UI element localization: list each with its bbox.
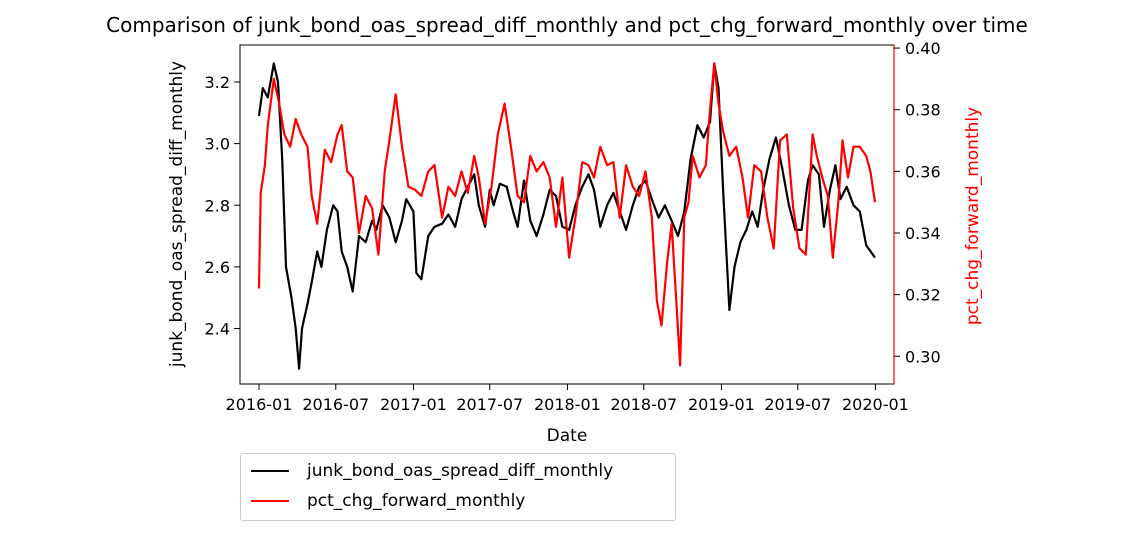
y-right-tick-label: 0.40 <box>905 39 941 58</box>
legend-entry-junk-bond: junk_bond_oas_spread_diff_monthly <box>241 457 613 485</box>
y-left-tick-label: 2.6 <box>205 258 230 277</box>
y-left-tick-label: 2.8 <box>205 196 230 215</box>
legend-label-pct-chg: pct_chg_forward_monthly <box>307 491 526 511</box>
x-tick-label: 2019-01 <box>688 395 755 414</box>
x-tick-label: 2017-07 <box>456 395 523 414</box>
chart-title: Comparison of junk_bond_oas_spread_diff_… <box>106 13 1028 37</box>
y-right-tick-label: 0.30 <box>905 347 941 366</box>
series-layer <box>257 62 877 370</box>
y-left-tick-label: 3.0 <box>205 135 230 154</box>
y-right-tick-label: 0.32 <box>905 286 941 305</box>
y-left-tick-label: 2.4 <box>205 320 230 339</box>
series-line-0 <box>257 62 876 370</box>
y-right-tick-label: 0.38 <box>905 101 941 120</box>
x-tick-label: 2016-01 <box>226 395 293 414</box>
y-left-tick-label: 3.2 <box>205 73 230 92</box>
y-right-axis-label: pct_chg_forward_monthly <box>963 107 983 325</box>
y-right-tick-label: 0.36 <box>905 162 941 181</box>
x-tick-label: 2017-01 <box>380 395 447 414</box>
series-line-1 <box>257 62 877 367</box>
y-right-tick-label: 0.34 <box>905 224 941 243</box>
x-tick-label: 2019-07 <box>764 395 831 414</box>
y-left-axis-label: junk_bond_oas_spread_diff_monthly <box>167 61 187 368</box>
legend: junk_bond_oas_spread_diff_monthly pct_ch… <box>240 453 676 521</box>
y-right-axis-ticks: 0.30 0.32 0.34 0.36 0.38 0.40 <box>893 39 941 384</box>
x-tick-label: 2016-07 <box>302 395 369 414</box>
x-tick-label: 2020-01 <box>842 395 909 414</box>
legend-label-junk-bond: junk_bond_oas_spread_diff_monthly <box>307 461 614 481</box>
legend-swatch-black <box>251 470 289 472</box>
y-left-axis-ticks: 2.4 2.6 2.8 3.0 3.2 <box>205 73 240 339</box>
x-tick-label: 2018-07 <box>610 395 677 414</box>
x-axis-ticks: 2016-01 2016-07 2017-01 2017-07 2018-01 2018-… <box>226 384 909 414</box>
x-tick-label: 2018-01 <box>534 395 601 414</box>
legend-swatch-red <box>251 500 289 502</box>
legend-entry-pct-chg: pct_chg_forward_monthly <box>241 487 525 515</box>
x-axis-label: Date <box>547 426 588 446</box>
